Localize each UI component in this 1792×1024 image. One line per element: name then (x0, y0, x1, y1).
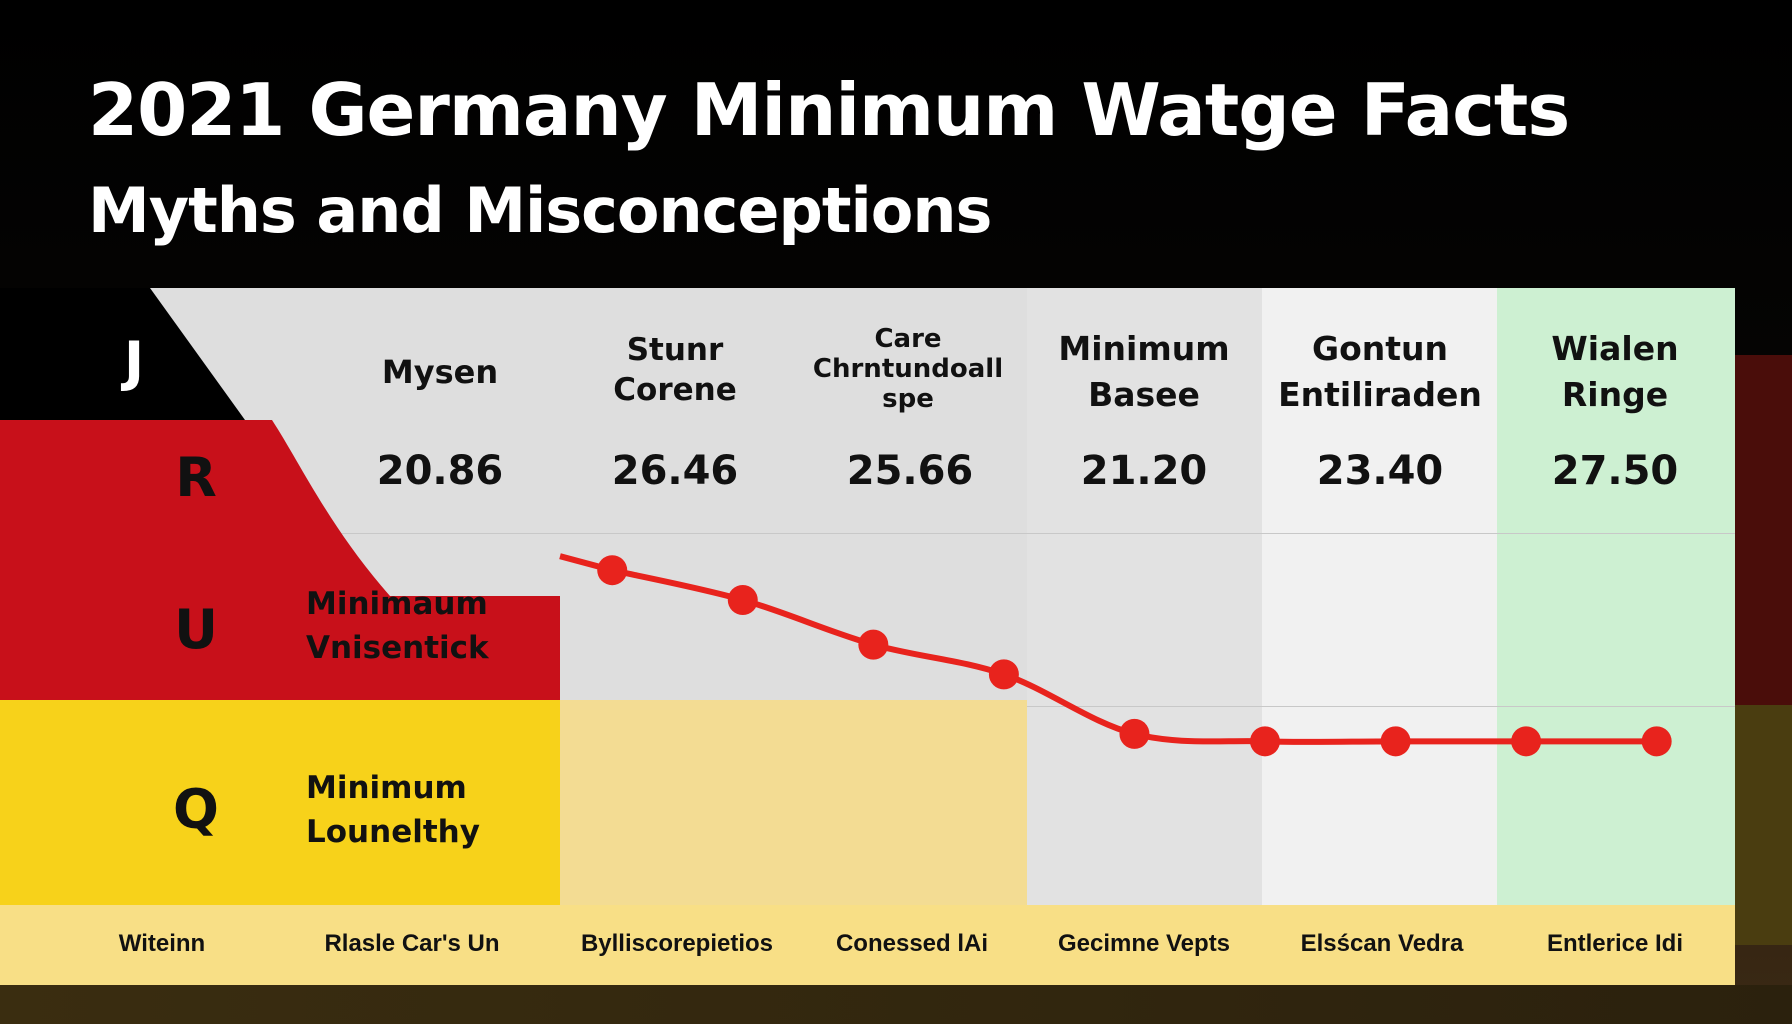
row-letter-q: Q (173, 778, 219, 841)
footer-label-7: Entlerice Idi (1546, 930, 1684, 957)
data-point-6 (1250, 726, 1280, 757)
black-flag-segment (0, 288, 245, 420)
yellow-flag-segment (0, 700, 560, 905)
row-label-u: Minimaum Vnisentick (306, 582, 556, 670)
footer-label-3: Bylliscorepietios (580, 930, 774, 957)
column-header-line: Chrntundoall (812, 354, 1004, 384)
footer-label-5: Gecimne Vepts (1057, 930, 1231, 957)
row-label-line: Minimaum (306, 586, 488, 622)
column-header-line: Mysen (381, 353, 499, 391)
column-header-line: Entiliraden (1278, 375, 1482, 414)
column-header-line: Care (874, 324, 942, 354)
row-letter-r: R (175, 446, 217, 509)
chart-subtitle: Myths and Misconceptions (88, 174, 992, 247)
data-point-3 (858, 629, 889, 660)
column-header-line: Stunr (626, 332, 724, 368)
column-header-line: Gontun (1311, 329, 1448, 368)
column-header-2: Stunr Corene (555, 330, 795, 410)
row-letter-u: U (174, 598, 218, 661)
data-point-4 (988, 659, 1019, 690)
column-value-2: 26.46 (611, 448, 739, 494)
data-point-1 (597, 555, 628, 586)
row-letter-j: J (123, 330, 145, 393)
column-value-3: 25.66 (846, 448, 974, 494)
column-shade-5 (1262, 288, 1497, 905)
column-header-line: Minimum (1058, 329, 1230, 368)
red-flag-segment (0, 420, 560, 700)
data-point-2 (727, 584, 758, 615)
footer-label-4: Conessed lAi (835, 930, 989, 957)
column-header-5: Gontun Entiliraden (1260, 326, 1500, 418)
column-value-6: 27.50 (1551, 448, 1679, 494)
column-header-1: Mysen (320, 350, 560, 394)
column-shade-6 (1497, 288, 1735, 905)
column-header-4: Minimum Basee (1024, 326, 1264, 418)
row-label-line: Lounelthy (306, 814, 480, 850)
data-point-7 (1380, 726, 1411, 757)
grid-line (150, 533, 1735, 534)
chart-title: 2021 Germany Minimum Watge Facts (88, 68, 1570, 152)
data-point-9 (1641, 726, 1672, 757)
column-value-5: 23.40 (1316, 448, 1444, 494)
column-header-line: Ringe (1561, 375, 1669, 414)
series-line (609, 567, 1660, 745)
footer-label-1: Witeinn (118, 930, 206, 957)
column-header-line: Basee (1088, 375, 1200, 414)
row-label-q: Minimum Lounelthy (306, 766, 556, 854)
row-label-line: Minimum (306, 770, 467, 806)
column-value-1: 20.86 (376, 448, 504, 494)
column-header-3: Care Chrntundoall spe (788, 324, 1028, 414)
column-header-line: Wialen (1551, 329, 1679, 368)
column-header-line: Corene (613, 372, 737, 408)
background-bottom-strip (0, 985, 1792, 1024)
column-shade-4 (1027, 288, 1262, 905)
footer-band (0, 905, 1735, 985)
data-point-8 (1511, 726, 1542, 757)
area-fill (560, 700, 1027, 905)
column-value-4: 21.20 (1080, 448, 1208, 494)
column-header-6: Wialen Ringe (1495, 326, 1735, 418)
column-header-line: spe (882, 384, 934, 414)
footer-label-6: Elsścan Vedra (1300, 930, 1464, 957)
footer-label-2: Rlasle Car's Un (324, 930, 500, 957)
data-point-5 (1119, 718, 1150, 749)
row-label-line: Vnisentick (306, 630, 489, 666)
